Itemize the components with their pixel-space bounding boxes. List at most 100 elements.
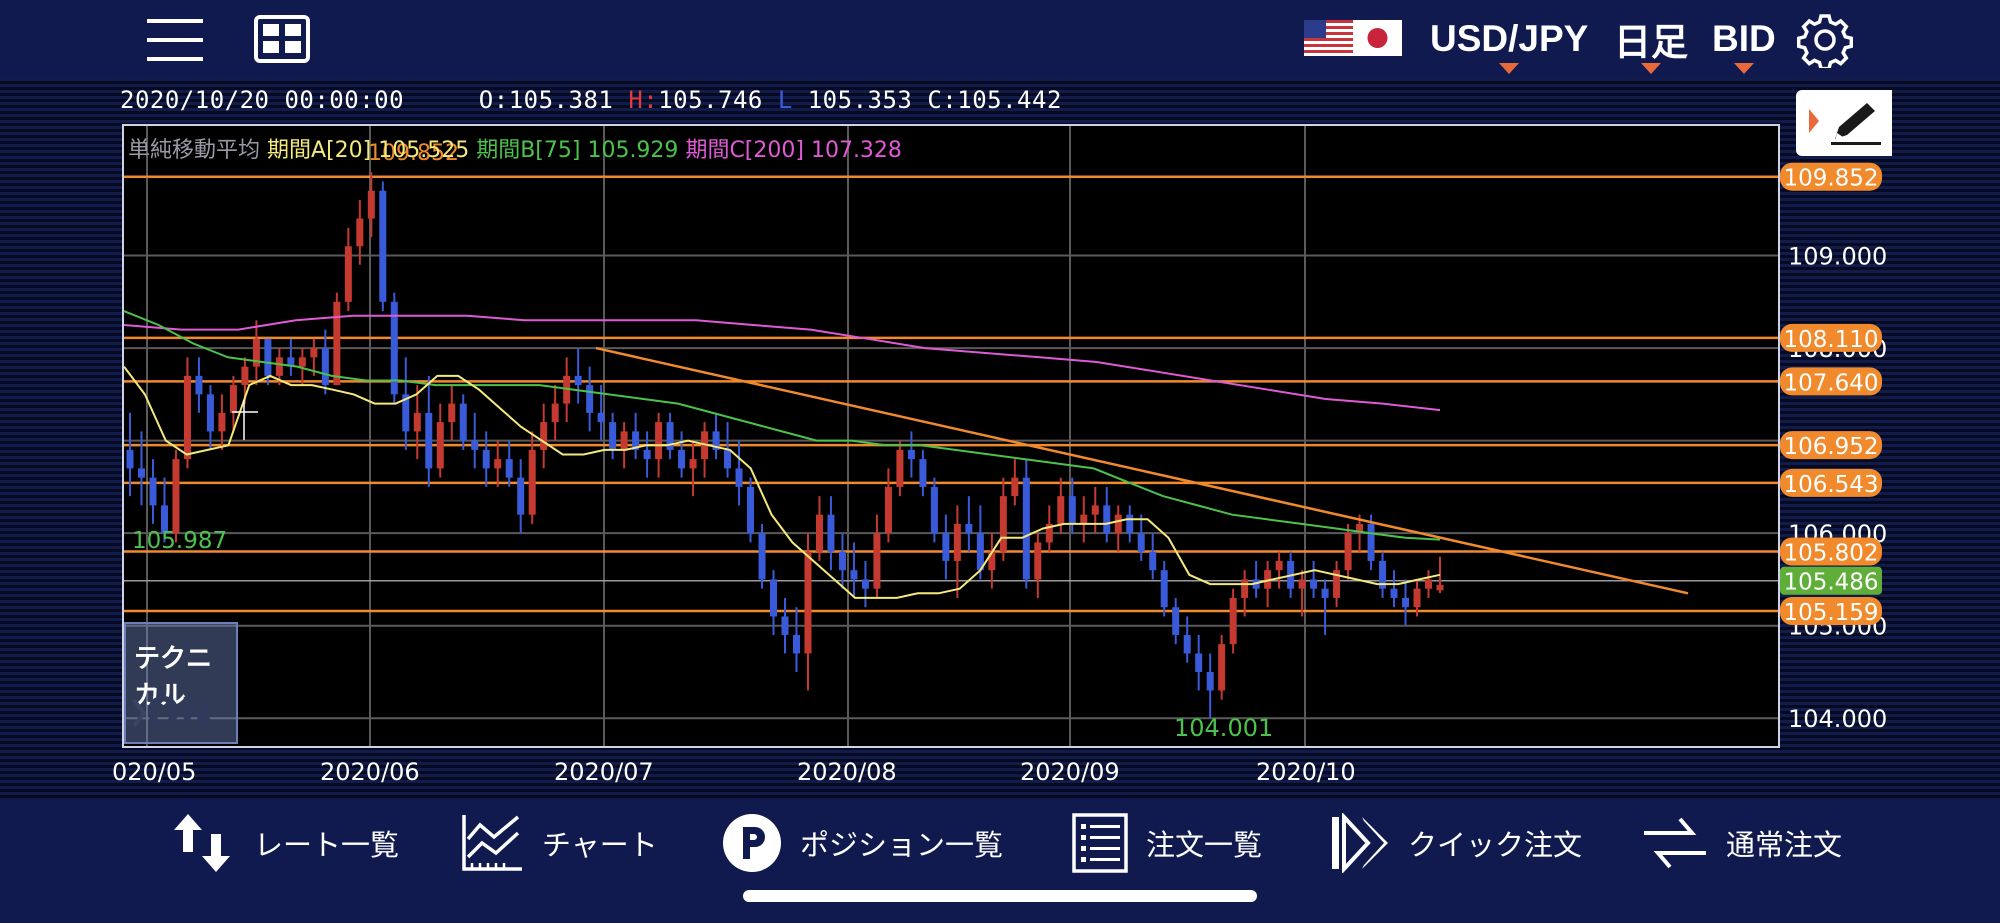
bid-ask-selector[interactable]: BID [1712, 14, 1776, 74]
candle-body [930, 486, 938, 534]
candle-body [1137, 533, 1145, 552]
home-indicator[interactable] [743, 890, 1257, 902]
gear-icon[interactable] [1795, 10, 1855, 70]
candle-body [1195, 653, 1203, 672]
us-flag-icon [1304, 20, 1353, 56]
candle-body [459, 403, 467, 441]
candle-body [218, 412, 226, 432]
candle-body [137, 468, 145, 478]
chart-frame[interactable] [122, 124, 1780, 748]
order-list-icon [1072, 813, 1128, 873]
nav-position-list[interactable]: ポジション一覧 [722, 812, 1003, 874]
left-annotation-label: 105.987 [132, 528, 227, 554]
candle-body [965, 523, 973, 534]
candle-body [620, 431, 628, 450]
candle-body [586, 385, 594, 413]
top-bar: USD/JPY 日足 BID [0, 0, 2000, 78]
nav-order-list[interactable]: 注文一覧 [1072, 812, 1262, 874]
candle-body [1114, 514, 1122, 534]
candle-body [172, 459, 180, 534]
candle-body [827, 514, 835, 552]
candle-body [1298, 579, 1306, 589]
currency-pair-label: USD/JPY [1430, 18, 1589, 59]
ma-c-line [123, 314, 1441, 412]
candle-body [712, 431, 720, 450]
candle-body [1390, 588, 1398, 598]
candle-body [482, 449, 490, 469]
candle-body [574, 375, 582, 386]
candle-body [160, 505, 168, 534]
x-tick-label: 2020/09 [1020, 758, 1120, 786]
price-tag-label: 108.110 [1783, 327, 1878, 353]
candle-body [770, 579, 778, 617]
high-label: H: [628, 86, 659, 114]
nav-normal-order[interactable]: 通常注文 [1642, 812, 1842, 874]
y-tick-label: 109.000 [1788, 243, 1887, 271]
nav-position-list-label: ポジション一覧 [800, 828, 1004, 862]
nav-chart-label: チャート [542, 828, 658, 862]
candle-body [1172, 607, 1180, 635]
nav-quick-order-label: クイック注文 [1408, 828, 1583, 862]
hamburger-icon[interactable] [140, 14, 210, 66]
bottom-nav: レート一覧 チャート ポジション一覧 注文一覧 [0, 798, 2000, 923]
candle-body [724, 449, 732, 469]
candle-body [310, 348, 318, 358]
price-tag [1780, 468, 1882, 497]
technical-toggle[interactable]: テクニカル ON [124, 622, 238, 744]
candle-body [344, 246, 352, 302]
rates-swap-icon [174, 814, 230, 872]
nav-order-list-label: 注文一覧 [1146, 828, 1263, 862]
chevron-down-icon [1499, 63, 1520, 74]
candle-body [1321, 588, 1329, 598]
y-tick-label: 104.000 [1788, 705, 1887, 733]
candle-body [379, 190, 387, 302]
close-label: C: [927, 86, 958, 114]
candle-body [1344, 533, 1352, 571]
currency-pair-selector[interactable]: USD/JPY [1430, 14, 1589, 74]
low-value: 105.353 [807, 86, 913, 114]
timeframe-selector[interactable]: 日足 [1614, 14, 1688, 74]
ma-legend-b: 期間B[75] 105.929 [476, 138, 679, 163]
trendline [595, 346, 1689, 595]
x-tick-label: 2020/08 [797, 758, 897, 786]
nav-normal-order-label: 通常注文 [1726, 828, 1843, 862]
candle-body [563, 375, 571, 404]
nav-rate-list-label: レート一覧 [254, 828, 400, 862]
price-tag-label: 106.543 [1783, 472, 1878, 498]
candle-body [287, 357, 295, 367]
candle-body [448, 403, 456, 423]
candle-body [1413, 588, 1421, 608]
candle-body [275, 357, 283, 376]
candle-body [1436, 584, 1444, 591]
candle-body [206, 394, 214, 432]
nav-rate-list[interactable]: レート一覧 [170, 812, 399, 874]
candle-body [264, 338, 272, 376]
x-tick-label: 2020/06 [320, 758, 420, 786]
candle-body [815, 514, 823, 552]
candle-body [655, 422, 663, 460]
currency-flags [1304, 20, 1402, 58]
candle-body [540, 422, 548, 450]
price-tag-label: 105.159 [1783, 600, 1878, 626]
nav-chart[interactable]: チャート [460, 812, 658, 874]
candle-body [126, 449, 134, 469]
candle-body [1425, 579, 1433, 589]
candle-body [471, 440, 479, 450]
ma-legend: 単純移動平均 期間A[20] 105.525 期間B[75] 105.929 期… [128, 132, 902, 164]
candle-body [1264, 570, 1272, 589]
high-value: 105.746 [658, 86, 763, 114]
chart-icon [462, 815, 522, 871]
candle-body [1057, 496, 1065, 524]
drawing-tool-button[interactable] [1796, 90, 1892, 156]
quick-order-icon [1332, 813, 1388, 873]
candle-body [1275, 560, 1283, 571]
nav-quick-order[interactable]: クイック注文 [1330, 812, 1582, 874]
candle-body [861, 579, 869, 589]
candlestick-chart[interactable]: 109.000108.000106.000105.000104.000109.8… [0, 0, 2000, 798]
candle-body [1068, 496, 1076, 524]
price-tag-label: 106.952 [1783, 434, 1878, 460]
layout-icon[interactable] [250, 12, 314, 68]
low-label: L [777, 86, 793, 114]
candle-body [252, 338, 260, 367]
candle-body [1149, 551, 1157, 571]
